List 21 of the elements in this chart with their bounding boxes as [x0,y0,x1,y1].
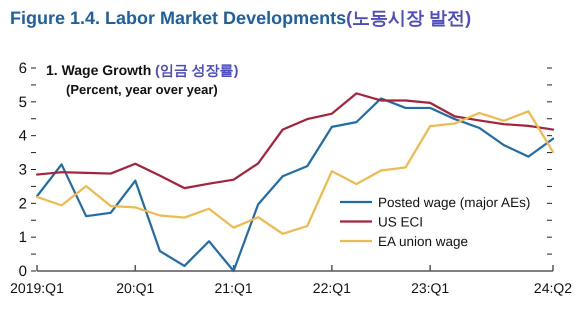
chart-subtitle: 1. Wage Growth (임금 성장률) [46,62,238,78]
legend-label: US ECI [378,214,424,230]
x-tick-label: 23:Q1 [411,280,450,296]
x-tick-label: 2019:Q1 [10,280,64,296]
y-tick-label: 5 [18,94,27,111]
y-tick-label: 6 [18,60,27,77]
y-axis-title: (Percent, year over year) [66,82,218,97]
x-tick-label: 21:Q1 [214,280,253,296]
line-series [36,97,554,272]
legend-label: EA union wage [378,234,468,249]
y-tick-label: 4 [18,128,27,145]
legend-label: Posted wage (major AEs) [378,195,530,210]
chart-title: Figure 1.4. Labor Market Developments(노동시장 발전) [10,8,472,28]
y-tick-label: 0 [18,263,27,280]
x-tick-label: 24:Q2 [534,280,572,296]
y-tick-label: 1 [18,229,27,246]
x-tick-label: 22:Q1 [312,280,352,296]
line-series [36,110,554,235]
y-tick-label: 2 [18,195,27,212]
x-tick-label: 20:Q1 [116,280,155,296]
y-tick-label: 3 [18,162,27,178]
